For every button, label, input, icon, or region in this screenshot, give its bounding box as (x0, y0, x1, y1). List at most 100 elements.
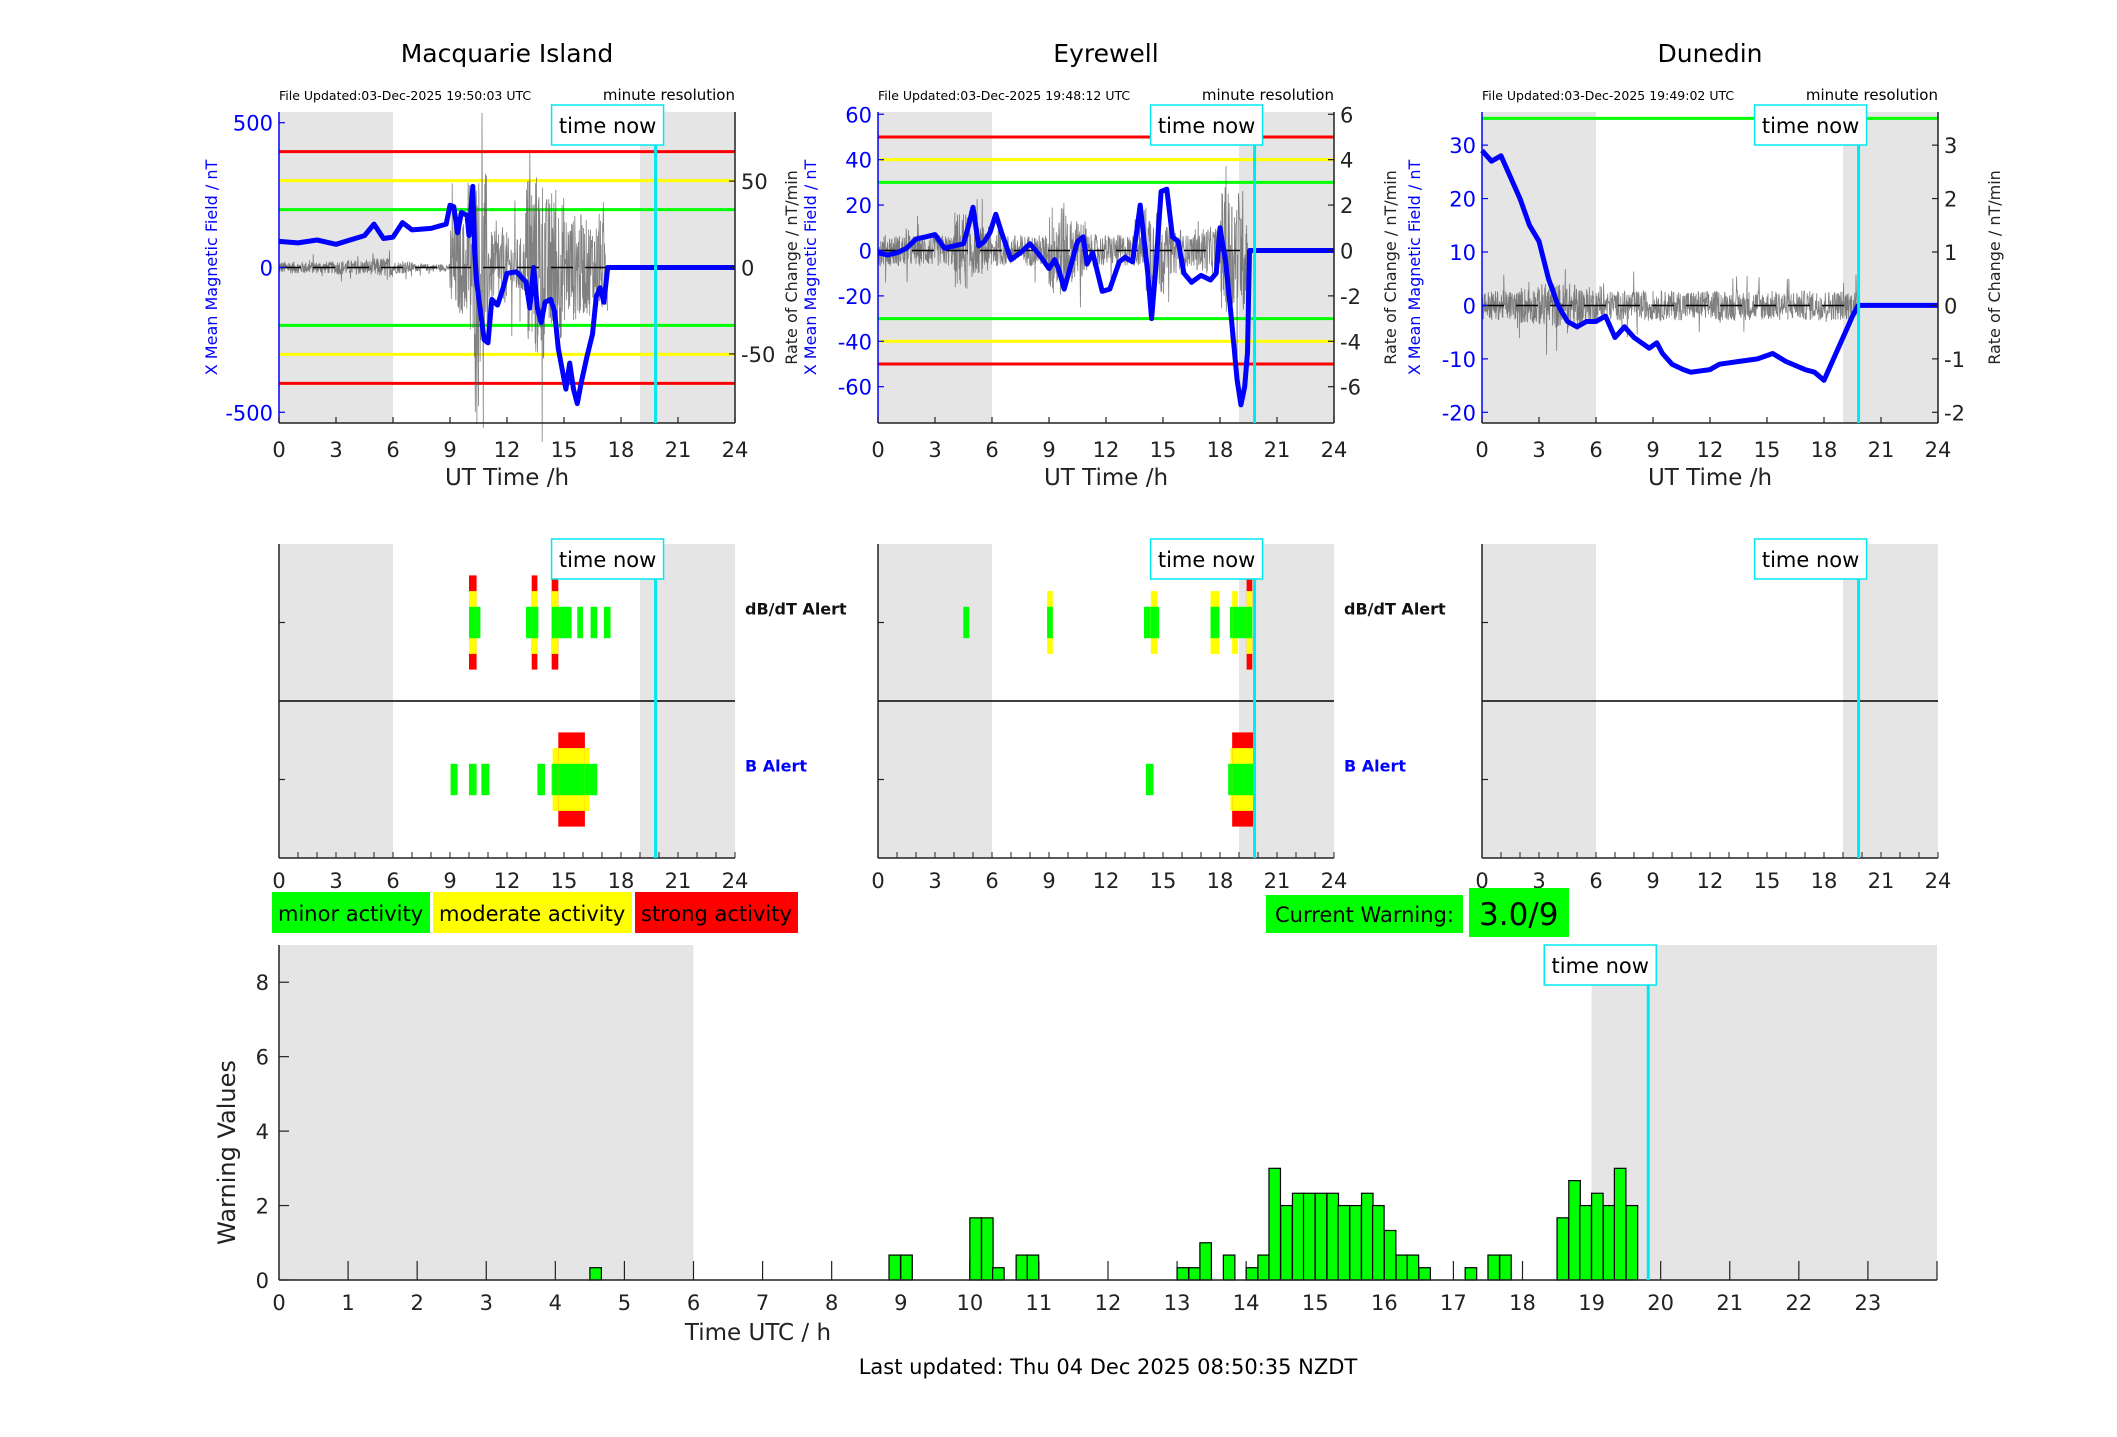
x-tick-label: 0 (272, 869, 285, 893)
dbdt-alert-minor (551, 606, 559, 639)
x-tick-label: 16 (1371, 1291, 1398, 1315)
x-field-line (278, 183, 735, 407)
x-tick-label: 18 (1207, 869, 1234, 893)
night-shade (279, 945, 694, 1280)
warning-bar (1418, 1267, 1431, 1281)
x-field-line (877, 186, 1334, 408)
y-left-tick-label: -20 (838, 285, 872, 309)
y-left-tick-label: 0 (1463, 294, 1476, 318)
time-now-label-box: time now (1753, 104, 1868, 146)
current-warning-label: Current Warning: (1275, 903, 1454, 927)
x-axis-label: Time UTC / h (684, 1320, 831, 1346)
y-tick-label: 2 (256, 1195, 269, 1219)
b-alert-minor (1230, 763, 1233, 796)
dbdt-alert-minor (963, 606, 970, 639)
y-left-tick-label: 0 (260, 257, 273, 281)
x-tick-label: 10 (956, 1291, 983, 1315)
x-tick-label: 24 (1925, 869, 1952, 893)
time-now-label-box: time now (550, 104, 665, 146)
dbdt-alert-minor (526, 606, 532, 639)
warning-bar (992, 1267, 1005, 1281)
time-now-label-box: time now (1149, 538, 1264, 580)
y-left-tick-label: 10 (1449, 241, 1476, 265)
x-tick-label: 20 (1647, 1291, 1674, 1315)
x-tick-label: 9 (443, 438, 456, 462)
x-tick-label: 18 (1811, 869, 1838, 893)
y-left-tick-label: 20 (1449, 188, 1476, 212)
warning-bar (1257, 1254, 1271, 1281)
x-tick-label: 11 (1026, 1291, 1053, 1315)
x-tick-label: 0 (1475, 438, 1488, 462)
time-now-text: time now (559, 114, 656, 138)
dbdt-alert-minor (590, 606, 598, 639)
legend-swatch-minor (272, 892, 430, 933)
warning-bar (1464, 1267, 1478, 1281)
warning-bar (1291, 1192, 1305, 1281)
x-tick-label: 18 (608, 438, 635, 462)
b-alert-minor (537, 763, 545, 796)
x-tick-label: 15 (1150, 869, 1177, 893)
legend-item-minor: minor activity (272, 892, 430, 933)
station-panel-eyrewell: Eyrewell File Updated:03-Dec-2025 19:48:1… (801, 39, 1400, 491)
x-tick-label: 18 (1207, 438, 1234, 462)
y-tick-label: 4 (256, 1120, 269, 1144)
dbdt-alert-minor (1246, 606, 1253, 639)
y-right-tick-label: 0 (1944, 294, 1957, 318)
y-left-tick-label: -40 (838, 330, 872, 354)
x-tick-label: 0 (871, 438, 884, 462)
y-right-tick-label: 2 (1944, 188, 1957, 212)
legend-swatch-strong (635, 892, 798, 933)
x-tick-label: 3 (329, 869, 342, 893)
warning-bar (1280, 1204, 1293, 1281)
x-axis-label: UT Time /h (445, 465, 569, 491)
x-field-line (1480, 148, 1938, 383)
warning-bar (1326, 1192, 1340, 1281)
warning-bar (969, 1217, 982, 1281)
x-tick-label: 7 (756, 1291, 769, 1315)
dbdt-alert-minor (1232, 606, 1239, 639)
dbdt-alert-minor (1230, 606, 1233, 639)
x-tick-label: 21 (1868, 869, 1895, 893)
x-tick-label: 21 (1868, 438, 1895, 462)
y-right-tick-label: -50 (741, 343, 775, 367)
rate-of-change-line (278, 112, 608, 442)
x-tick-label: 0 (272, 1291, 285, 1315)
current-warning-value-box (1469, 888, 1569, 937)
x-tick-label: 24 (1321, 438, 1348, 462)
x-tick-label: 15 (1150, 438, 1177, 462)
y-tick-label: 8 (256, 971, 269, 995)
y-right-tick-label: -2 (1340, 285, 1361, 309)
x-tick-label: 24 (1925, 438, 1952, 462)
y-right-tick-label: 6 (1340, 103, 1353, 127)
b-alert-minor (1145, 763, 1154, 796)
y-right-tick-label: -1 (1944, 348, 1965, 372)
station-panel-macquarie-island: Macquarie Island File Updated:03-Dec-2025… (202, 39, 801, 491)
warning-bar (1337, 1204, 1351, 1281)
time-now-text: time now (1762, 114, 1859, 138)
x-tick-label: 24 (722, 438, 749, 462)
y-right-tick-label: 3 (1944, 134, 1957, 158)
warning-bar (1579, 1204, 1592, 1281)
warning-bar (1302, 1192, 1316, 1281)
legend-item-moderate: moderate activity (433, 892, 632, 933)
x-tick-label: 18 (1811, 438, 1838, 462)
warning-bar (1188, 1267, 1201, 1281)
time-now-text: time now (559, 548, 656, 572)
resolution-text: minute resolution (603, 86, 735, 104)
x-tick-label: 12 (1093, 869, 1120, 893)
y-left-tick-label: -10 (1442, 348, 1476, 372)
y-left-tick-label: 30 (1449, 134, 1476, 158)
file-updated-text: File Updated:03-Dec-2025 19:50:03 UTC (279, 88, 531, 103)
warning-bar (1487, 1254, 1501, 1281)
x-tick-label: 22 (1785, 1291, 1812, 1315)
x-tick-label: 9 (1042, 438, 1055, 462)
station-panel-dunedin: Dunedin File Updated:03-Dec-2025 19:49:02… (1405, 39, 2004, 491)
file-updated-text: File Updated:03-Dec-2025 19:48:12 UTC (878, 88, 1130, 103)
x-tick-label: 15 (1302, 1291, 1329, 1315)
warning-bar (1199, 1242, 1212, 1281)
night-shade (1482, 112, 1596, 423)
station-title: Eyrewell (1053, 39, 1158, 68)
legend-label-moderate: moderate activity (439, 902, 625, 926)
legend-label-strong: strong activity (641, 902, 792, 926)
